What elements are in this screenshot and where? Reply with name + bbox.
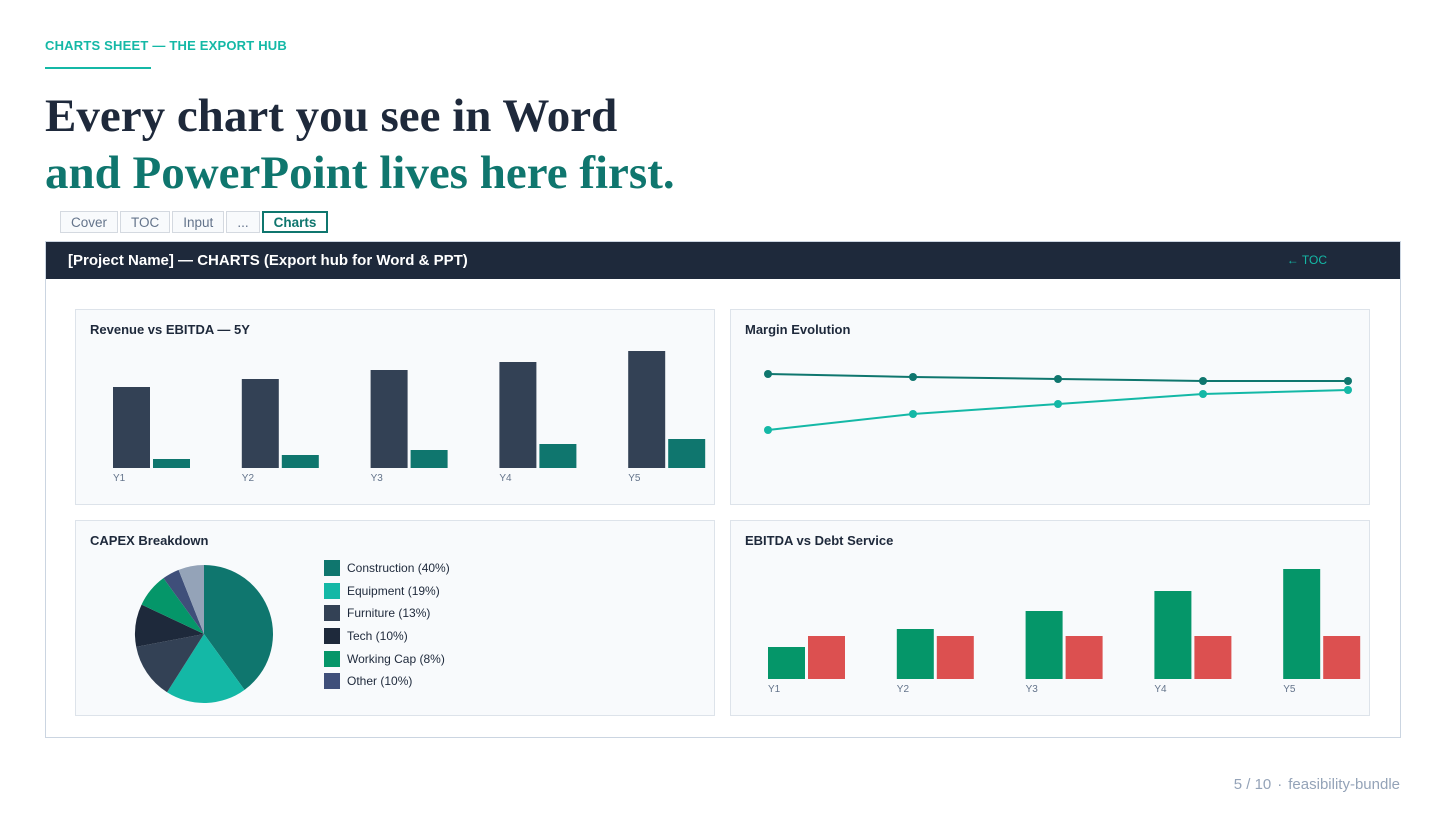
- legend-item: Working Cap (8%): [324, 647, 450, 670]
- pie-slice-6: [163, 569, 204, 634]
- point-y5-s2: [1344, 386, 1352, 394]
- chart-card-revenue-ebitda: Revenue vs EBITDA — 5Y Y1 Y2 Y3 Y4 Y5: [75, 309, 715, 505]
- bar-y2-s1: [896, 629, 934, 679]
- page-number: 5 / 10: [1233, 776, 1272, 793]
- tab-toc[interactable]: TOC: [120, 211, 171, 233]
- legend-label: Working Cap (8%): [347, 651, 445, 666]
- revenue-ebitda-chart: Y1 Y2 Y3 Y4 Y5: [113, 351, 706, 484]
- tab-more[interactable]: ...: [226, 211, 260, 233]
- bar-y4-s2: [539, 444, 577, 468]
- legend-label: Other (10%): [347, 674, 413, 689]
- bar-y5-s2: [1323, 636, 1361, 679]
- pie-slice-5: [141, 578, 204, 634]
- section-kicker: CHARTS SHEET — THE EXPORT HUB: [45, 38, 287, 53]
- legend-swatch: [324, 582, 340, 599]
- pie-slice-3: [136, 634, 204, 693]
- point-y2-s1: [909, 373, 917, 381]
- legend-swatch: [324, 650, 340, 667]
- tab-cover[interactable]: Cover: [60, 211, 119, 233]
- point-y1-s2: [764, 426, 772, 434]
- legend-item: Tech (10%): [324, 625, 450, 648]
- chart-card-margin-evolution: Margin Evolution: [730, 309, 1370, 505]
- sheet-header-bar: [Project Name] — CHARTS (Export hub for …: [46, 242, 1400, 279]
- bar-y1-s1: [768, 647, 805, 679]
- series-line-2: [767, 389, 1349, 431]
- bar-y5-s2: [668, 439, 706, 468]
- legend-item: Other (10%): [324, 670, 450, 693]
- point-y4-s2: [1199, 390, 1207, 398]
- legend-item: Construction (40%): [324, 557, 450, 580]
- tab-input[interactable]: Input: [172, 211, 225, 233]
- point-y1-s1: [764, 370, 772, 378]
- legend-label: Tech (10%): [347, 629, 408, 644]
- legend-swatch: [324, 628, 340, 645]
- x-tick-label: Y2: [897, 684, 910, 695]
- legend-item: Equipment (19%): [324, 580, 450, 603]
- tab-charts[interactable]: Charts: [261, 211, 329, 233]
- bundle-name: feasibility-bundle: [1288, 776, 1400, 793]
- bar-y2-s2: [936, 636, 974, 679]
- bar-y4-s1: [499, 362, 537, 468]
- charts-sheet: [Project Name] — CHARTS (Export hub for …: [45, 241, 1401, 738]
- bar-y1-s1: [113, 387, 150, 468]
- chart-title: EBITDA vs Debt Service: [745, 533, 894, 548]
- pie-slice-7: [178, 565, 204, 634]
- page-headline: Every chart you see in Word and PowerPoi…: [45, 88, 675, 202]
- chart-title: CAPEX Breakdown: [90, 533, 209, 548]
- bar-y1-s2: [808, 636, 845, 679]
- pie-slice-1: [204, 565, 273, 690]
- bar-y3-s2: [1065, 636, 1103, 679]
- x-tick-label: Y2: [242, 473, 255, 484]
- bar-y4-s2: [1194, 636, 1232, 679]
- point-y3-s1: [1054, 375, 1062, 383]
- bar-y3-s1: [1025, 611, 1063, 679]
- headline-line-1: Every chart you see in Word: [45, 90, 618, 142]
- x-tick-label: Y1: [768, 684, 781, 695]
- bar-y5-s1: [628, 351, 666, 468]
- legend-item: Furniture (13%): [324, 602, 450, 625]
- chart-title: Margin Evolution: [745, 322, 851, 337]
- x-tick-label: Y1: [113, 473, 126, 484]
- sheet-title: [Project Name] — CHARTS (Export hub for …: [68, 252, 468, 269]
- legend-label: Construction (40%): [347, 561, 450, 576]
- legend-label: Equipment (19%): [347, 583, 440, 598]
- legend-swatch: [324, 673, 340, 690]
- bar-y3-s2: [410, 450, 448, 468]
- bar-y5-s1: [1283, 569, 1321, 679]
- toc-link[interactable]: ← TOC: [1286, 253, 1327, 267]
- x-tick-label: Y3: [1026, 684, 1039, 695]
- page-footer: 5 / 10 · feasibility-bundle: [1234, 776, 1400, 793]
- bar-y3-s1: [370, 370, 408, 468]
- chart-card-capex-breakdown: CAPEX Breakdown Construction (40%) Equipm…: [75, 520, 715, 716]
- legend-swatch: [324, 605, 340, 622]
- capex-legend: Construction (40%) Equipment (19%) Furnitu…: [324, 557, 450, 693]
- legend-label: Furniture (13%): [347, 606, 431, 621]
- chart-title: Revenue vs EBITDA — 5Y: [90, 322, 250, 337]
- chart-card-ebitda-debt-service: EBITDA vs Debt Service Y1 Y2 Y3 Y4 Y5: [730, 520, 1370, 716]
- point-y5-s1: [1344, 377, 1352, 385]
- kicker-underline: [45, 67, 151, 69]
- bar-y1-s2: [153, 459, 190, 468]
- capex-pie-chart: [135, 565, 273, 703]
- x-tick-label: Y5: [628, 473, 641, 484]
- pie-slice-4: [135, 604, 204, 647]
- point-y3-s2: [1054, 400, 1062, 408]
- headline-line-2: and PowerPoint lives here first.: [45, 147, 675, 199]
- margin-evolution-chart: [764, 370, 1352, 434]
- x-tick-label: Y4: [499, 473, 512, 484]
- x-tick-label: Y5: [1283, 684, 1296, 695]
- sheet-tabs: Cover TOC Input ... Charts: [60, 211, 329, 233]
- bar-y2-s2: [281, 455, 319, 468]
- pie-slice-2: [167, 634, 245, 703]
- point-y4-s1: [1199, 377, 1207, 385]
- ebitda-debt-chart: Y1 Y2 Y3 Y4 Y5: [768, 569, 1361, 695]
- legend-swatch: [324, 560, 340, 577]
- x-tick-label: Y3: [371, 473, 384, 484]
- footer-separator: ·: [1277, 776, 1283, 793]
- x-tick-label: Y4: [1154, 684, 1167, 695]
- bar-y4-s1: [1154, 591, 1192, 679]
- point-y2-s2: [909, 410, 917, 418]
- bar-y2-s1: [241, 379, 279, 468]
